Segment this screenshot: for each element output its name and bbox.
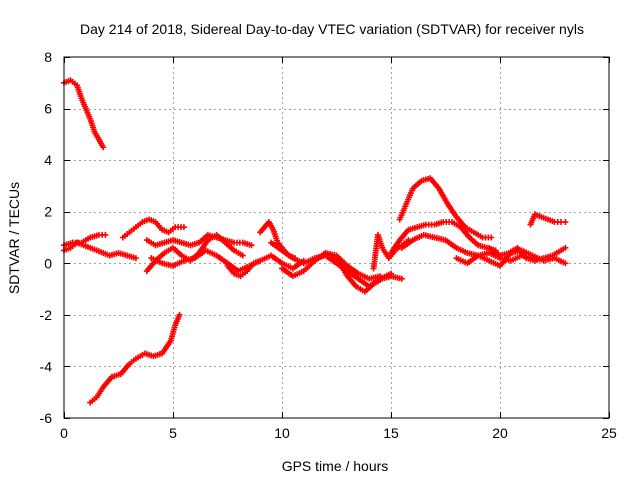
- x-tick-label: 10: [274, 425, 290, 441]
- data-points: [61, 77, 569, 406]
- chart-title: Day 214 of 2018, Sidereal Day-to-day VTE…: [80, 21, 584, 37]
- series-track-13: [322, 249, 405, 295]
- series-track-2: [87, 311, 183, 406]
- y-tick-label: -6: [40, 410, 53, 426]
- x-tick-label: 0: [60, 425, 68, 441]
- x-tick-label: 5: [169, 425, 177, 441]
- data-point-marker: [488, 234, 495, 241]
- data-point-marker: [562, 260, 569, 267]
- y-tick-label: 4: [44, 152, 52, 168]
- axis-ticks: [64, 57, 610, 419]
- data-point-marker: [100, 144, 107, 151]
- data-point-marker: [180, 224, 187, 231]
- y-tick-label: 2: [44, 204, 52, 220]
- y-axis-title: SDTVAR / TECUs: [6, 182, 22, 294]
- grid: [64, 57, 609, 418]
- x-tick-label: 25: [601, 425, 617, 441]
- series-track-20: [527, 211, 569, 228]
- plot-frame: [63, 56, 610, 419]
- data-point-marker: [132, 255, 139, 262]
- y-tick-label: 6: [44, 101, 52, 117]
- series-track-6: [143, 231, 255, 249]
- data-point-marker: [398, 275, 405, 282]
- data-point-marker: [257, 257, 264, 264]
- data-point-marker: [562, 219, 569, 226]
- x-tick-label: 20: [492, 425, 508, 441]
- data-point-marker: [176, 311, 183, 318]
- series-track-5: [119, 216, 187, 241]
- y-tick-label: -2: [40, 307, 53, 323]
- data-point-marker: [562, 244, 569, 251]
- series-track-9: [224, 257, 264, 280]
- y-tick-label: 0: [44, 255, 52, 271]
- series-track-4: [61, 231, 109, 249]
- y-tick-label: -4: [40, 358, 53, 374]
- series-track-19: [486, 244, 569, 264]
- data-point-marker: [248, 242, 255, 249]
- x-tick-label: 15: [383, 425, 399, 441]
- data-point-marker: [239, 252, 246, 259]
- series-track-1: [61, 77, 107, 151]
- x-axis-title: GPS time / hours: [282, 458, 389, 474]
- series-track-16: [388, 219, 499, 256]
- tick-labels: 0 5 10 15 20 25 -6 -4 -2 0 2 4 6 8: [40, 49, 617, 441]
- data-point-marker: [102, 231, 109, 238]
- y-tick-label: 8: [44, 49, 52, 65]
